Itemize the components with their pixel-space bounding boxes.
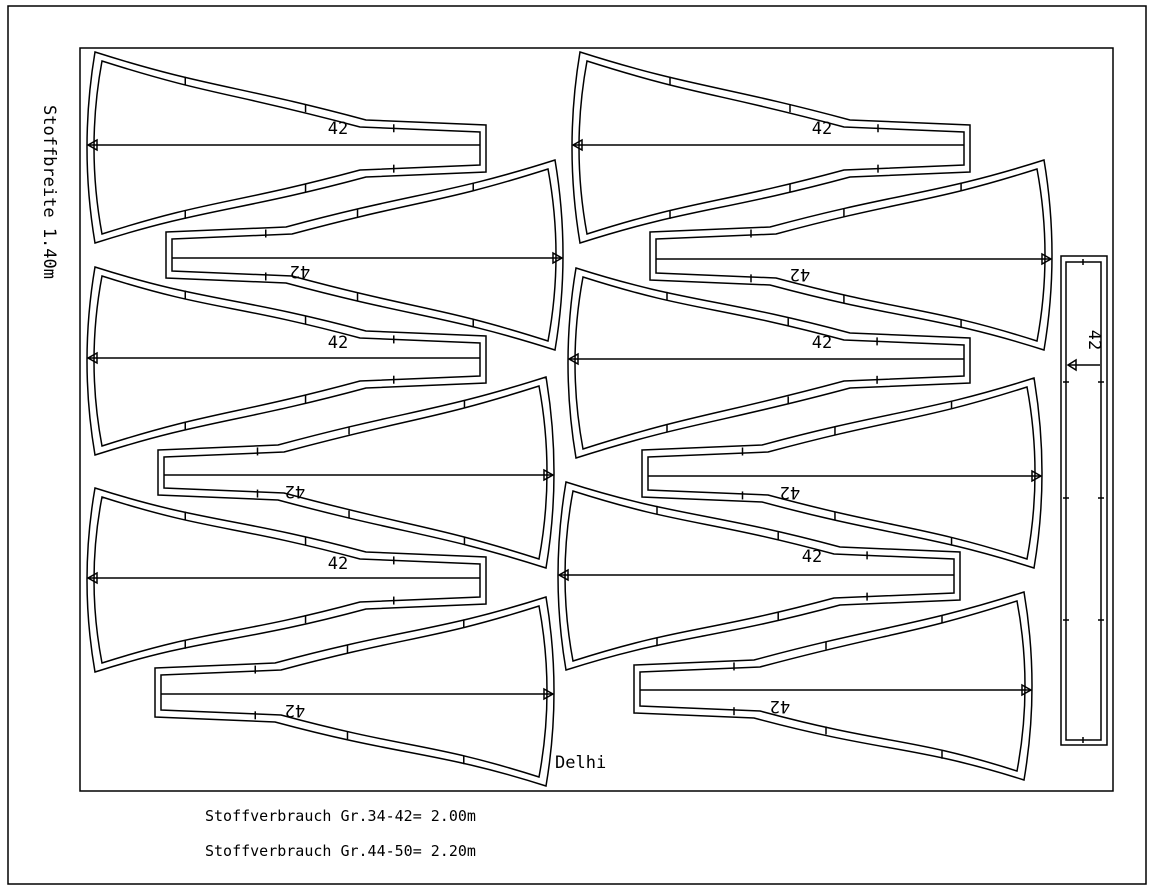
piece-outline-seam bbox=[93, 60, 481, 235]
pattern-piece: 42 bbox=[649, 159, 1053, 351]
arrowhead-icon bbox=[1021, 683, 1033, 697]
size-label: 42 bbox=[290, 261, 310, 281]
size-label: 42 bbox=[285, 700, 305, 720]
piece-outline-cut bbox=[165, 159, 564, 351]
arrowhead-icon bbox=[543, 687, 555, 701]
arrowhead-icon bbox=[86, 571, 98, 585]
consumption-line-1: Stoffverbrauch Gr.34-42= 2.00m bbox=[205, 807, 476, 825]
piece-outline-cut bbox=[557, 481, 961, 671]
piece-outline-seam bbox=[160, 605, 548, 778]
piece-outline-seam bbox=[564, 490, 955, 662]
piece-outline-seam bbox=[171, 168, 557, 342]
piece-outline-seam bbox=[574, 276, 965, 450]
piece-outline-cut bbox=[641, 377, 1043, 569]
pattern-piece: 42 bbox=[154, 596, 555, 787]
arrowhead-icon bbox=[1066, 358, 1077, 372]
size-label: 42 bbox=[770, 696, 790, 716]
arrowhead-icon bbox=[1031, 469, 1043, 483]
pattern-pieces: 42 42 42 42 42 42 42 42 42 42 42 42 42 bbox=[86, 51, 1108, 787]
piece-outline-seam bbox=[639, 600, 1026, 772]
piece-outline-cut bbox=[86, 266, 487, 456]
size-label: 42 bbox=[328, 333, 348, 353]
arrowhead-icon bbox=[86, 138, 98, 152]
pattern-piece: 42 bbox=[633, 591, 1033, 781]
piece-outline-seam bbox=[163, 385, 548, 560]
pattern-piece: 42 bbox=[165, 159, 564, 351]
piece-outline-cut bbox=[1060, 255, 1108, 746]
arrowhead-icon bbox=[567, 352, 579, 366]
piece-outline-seam bbox=[655, 168, 1046, 342]
piece-outline-cut bbox=[86, 51, 487, 244]
size-label: 42 bbox=[812, 119, 832, 139]
size-label: 42 bbox=[328, 119, 348, 139]
piece-outline-cut bbox=[154, 596, 555, 787]
pattern-piece: 42 bbox=[641, 377, 1043, 569]
page-border bbox=[7, 5, 1147, 885]
waistband-piece: 42 bbox=[1060, 255, 1108, 746]
piece-outline-seam bbox=[93, 275, 481, 447]
piece-outline-cut bbox=[86, 487, 487, 673]
piece-outline-seam bbox=[647, 386, 1036, 560]
piece-outline-cut bbox=[571, 51, 971, 244]
pattern-piece: 42 bbox=[86, 487, 487, 673]
arrowhead-icon bbox=[86, 351, 98, 365]
pattern-piece: 42 bbox=[557, 481, 961, 671]
consumption-line-2: Stoffverbrauch Gr.44-50= 2.20m bbox=[205, 842, 476, 860]
arrowhead-icon bbox=[557, 568, 569, 582]
arrowhead-icon bbox=[571, 138, 583, 152]
piece-outline-cut bbox=[649, 159, 1053, 351]
size-label: 42 bbox=[328, 554, 348, 574]
pattern-piece: 42 bbox=[571, 51, 971, 244]
fabric-area bbox=[79, 47, 1114, 792]
size-label: 42 bbox=[1084, 330, 1104, 350]
pattern-piece: 42 bbox=[86, 266, 487, 456]
size-label: 42 bbox=[812, 333, 832, 353]
piece-outline-cut bbox=[567, 267, 971, 459]
model-name: Delhi bbox=[555, 753, 606, 773]
piece-outline-cut bbox=[633, 591, 1033, 781]
piece-outline-seam bbox=[93, 496, 481, 664]
fabric-width-label: Stoffbreite 1.40m bbox=[39, 105, 59, 279]
pattern-piece: 42 bbox=[86, 51, 487, 244]
size-label: 42 bbox=[790, 264, 810, 284]
arrowhead-icon bbox=[1041, 252, 1053, 266]
piece-outline-seam bbox=[578, 60, 965, 235]
arrowhead-icon bbox=[543, 468, 555, 482]
pattern-piece: 42 bbox=[157, 376, 555, 569]
size-label: 42 bbox=[780, 482, 800, 502]
pattern-piece: 42 bbox=[567, 267, 971, 459]
arrowhead-icon bbox=[552, 251, 564, 265]
size-label: 42 bbox=[802, 547, 822, 567]
piece-outline-cut bbox=[157, 376, 555, 569]
size-label: 42 bbox=[285, 481, 305, 501]
